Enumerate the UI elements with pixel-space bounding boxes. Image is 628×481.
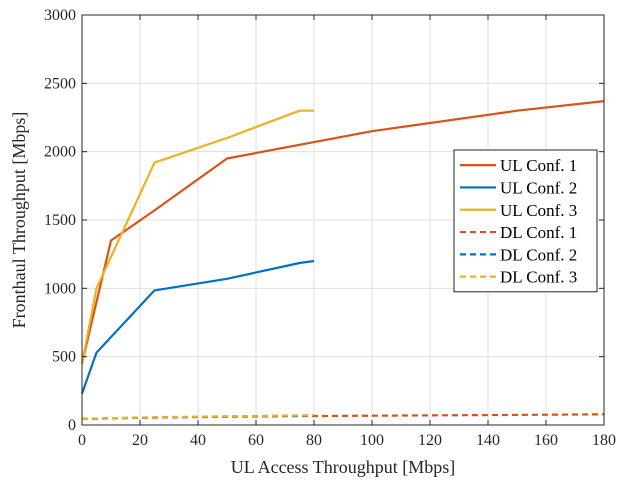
- y-axis-label: Fronthaul Throughput [Mbps]: [9, 112, 29, 329]
- x-tick-label: 80: [306, 432, 322, 449]
- series-line-6: [81, 414, 315, 420]
- y-axis-ticks: 0 500 1000 1500 2000 2500 3000: [44, 7, 604, 434]
- series-lines: [80, 100, 605, 420]
- x-tick-label: 160: [534, 432, 558, 449]
- y-tick-label: 2500: [44, 75, 76, 92]
- legend: UL Conf. 1 UL Conf. 2 UL Conf. 3 DL Conf. 1…: [453, 149, 598, 293]
- legend-label: DL Conf. 2: [500, 245, 577, 264]
- series-line-1: [80, 100, 605, 364]
- y-tick-label: 0: [68, 417, 76, 434]
- y-tick-label: 3000: [44, 7, 76, 24]
- x-axis-ticks: 0 20 40 60 80 100 120 140 160 180: [78, 15, 616, 449]
- y-tick-label: 1000: [44, 280, 76, 297]
- series-line-4: [81, 413, 605, 420]
- x-tick-label: 0: [78, 432, 86, 449]
- legend-box: [453, 149, 598, 293]
- x-tick-label: 140: [476, 432, 500, 449]
- legend-label: DL Conf. 1: [500, 223, 577, 242]
- y-tick-label: 500: [52, 349, 76, 366]
- y-tick-label: 1500: [44, 212, 76, 229]
- series-line-3: [80, 109, 314, 364]
- legend-label: UL Conf. 2: [500, 178, 577, 197]
- x-tick-label: 20: [132, 432, 148, 449]
- x-tick-label: 60: [248, 432, 264, 449]
- legend-label: UL Conf. 3: [500, 201, 577, 220]
- legend-label: UL Conf. 1: [500, 156, 577, 175]
- x-tick-label: 100: [360, 432, 384, 449]
- x-tick-label: 40: [190, 432, 206, 449]
- x-axis-label: UL Access Throughput [Mbps]: [231, 457, 455, 477]
- series-line-2: [80, 259, 315, 394]
- x-tick-label: 120: [418, 432, 442, 449]
- x-tick-label: 180: [592, 432, 616, 449]
- legend-label: DL Conf. 3: [500, 268, 577, 287]
- y-tick-label: 2000: [44, 144, 76, 161]
